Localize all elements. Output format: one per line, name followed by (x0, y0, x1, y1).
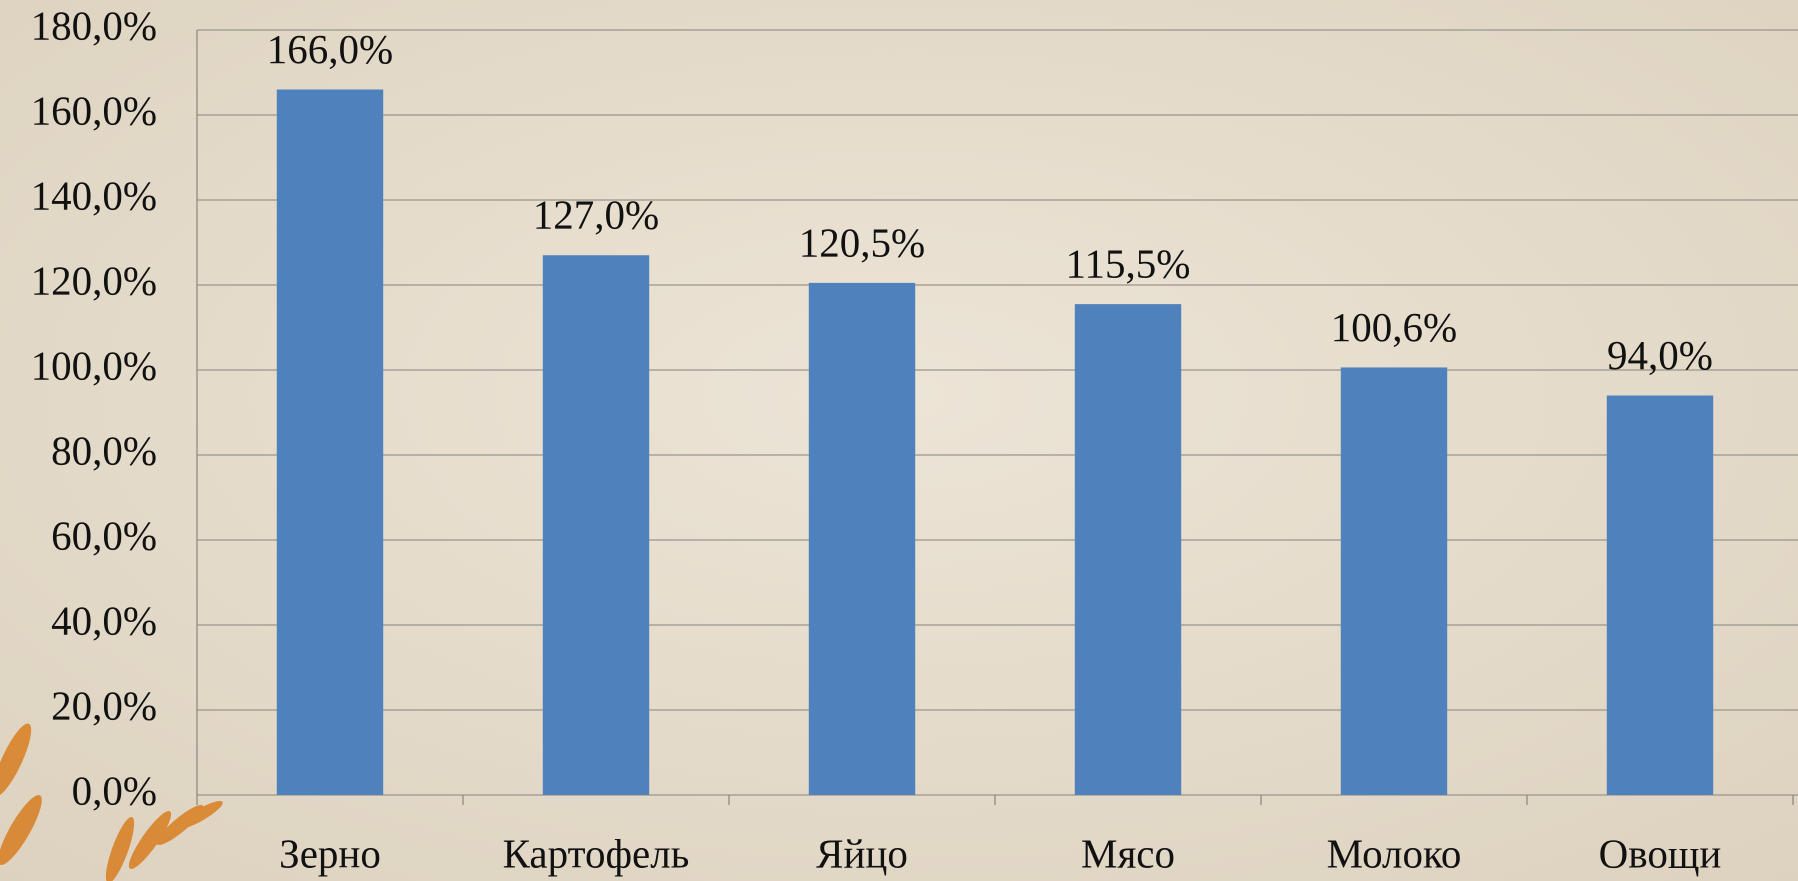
data-label: 127,0% (533, 192, 659, 238)
y-tick-label: 100,0% (31, 342, 157, 388)
x-tick-label: Молоко (1327, 830, 1462, 876)
data-label: 100,6% (1331, 304, 1457, 350)
chart: 0,0% 20,0% 40,0% 60,0% 80,0% 100,0% 120,0% 140,… (0, 0, 1798, 881)
data-label: 166,0% (267, 26, 393, 72)
bar (1075, 304, 1181, 795)
y-tick-label: 180,0% (31, 2, 157, 48)
x-tick-label: Зерно (279, 830, 381, 876)
bar (277, 90, 383, 796)
y-tick-label: 0,0% (72, 767, 157, 813)
y-tick-label: 140,0% (31, 172, 157, 218)
data-label: 120,5% (799, 219, 925, 265)
x-tick-label: Овощи (1599, 830, 1722, 876)
page: 0,0% 20,0% 40,0% 60,0% 80,0% 100,0% 120,0% 140,… (0, 0, 1798, 881)
y-tick-label: 20,0% (51, 682, 157, 728)
y-tick-label: 80,0% (51, 427, 157, 473)
data-label: 115,5% (1066, 241, 1191, 287)
x-tick-label: Картофель (503, 830, 690, 876)
y-tick-label: 160,0% (31, 87, 157, 133)
bar (1341, 367, 1447, 795)
y-tick-label: 60,0% (51, 512, 157, 558)
data-label: 94,0% (1607, 332, 1713, 378)
y-tick-label: 40,0% (51, 597, 157, 643)
bar (1607, 396, 1713, 796)
x-tick-label: Мясо (1081, 830, 1175, 876)
x-tick-label: Яйцо (816, 830, 908, 876)
bar (809, 283, 915, 795)
y-tick-label: 120,0% (31, 257, 157, 303)
bar (543, 255, 649, 795)
